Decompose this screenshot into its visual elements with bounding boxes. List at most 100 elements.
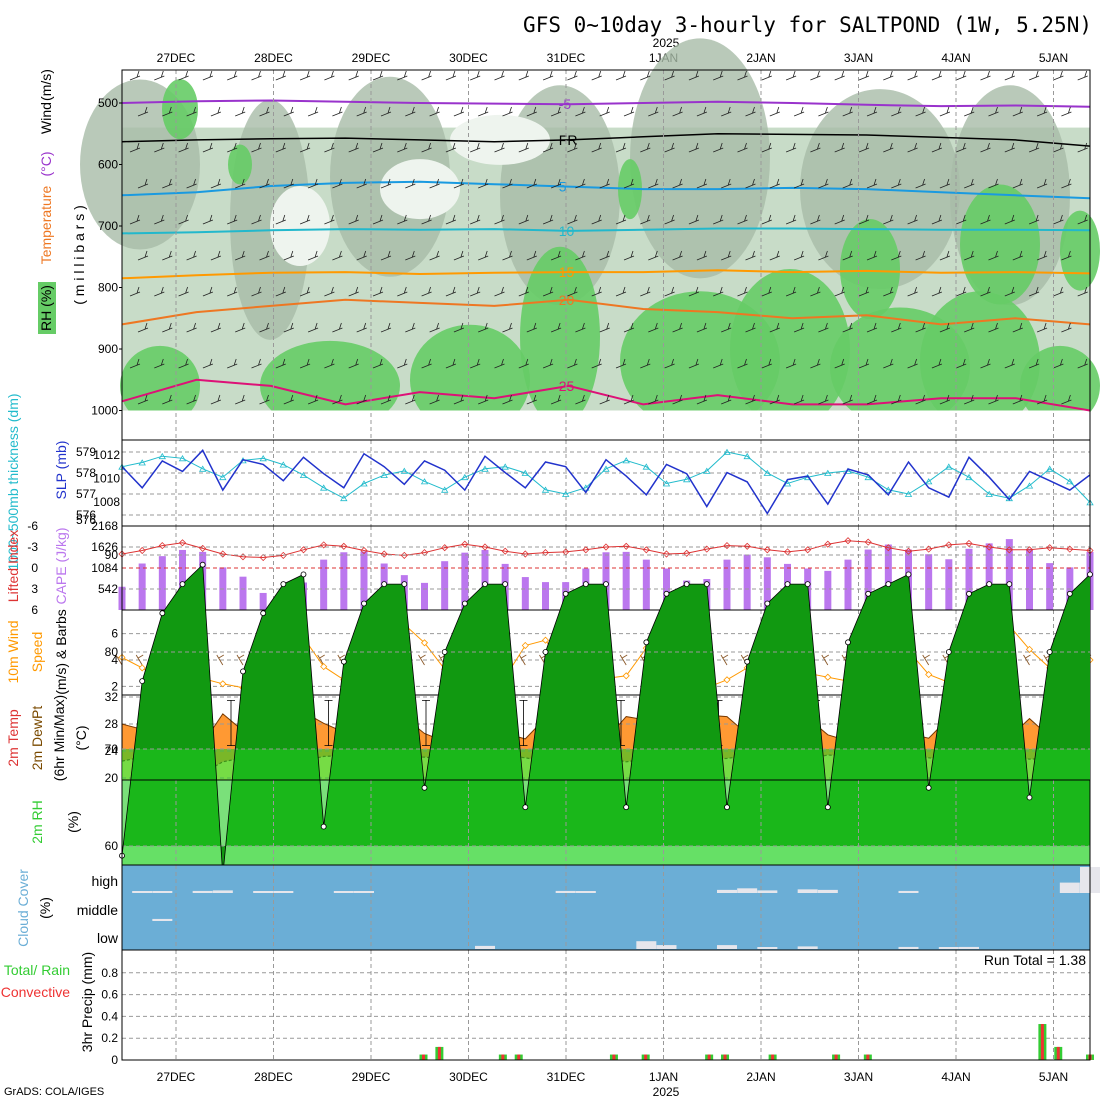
- rh-point: [945, 649, 952, 655]
- wind-barb: [210, 106, 222, 117]
- precip-convective-bar: [437, 1046, 441, 1060]
- wind-barb: [518, 214, 529, 225]
- temperature-unit-label: (°C): [38, 151, 54, 176]
- precip-convective-bar: [866, 1054, 870, 1060]
- wind-barb: [348, 286, 359, 297]
- wind-barb: [518, 358, 529, 369]
- thickness-point: [501, 463, 509, 470]
- li-point: [541, 549, 550, 557]
- precip-convective-bar: [612, 1054, 616, 1060]
- wind-barb: [526, 250, 537, 261]
- wind-barb: [299, 358, 311, 369]
- rh-point: [381, 581, 388, 587]
- rh-point: [260, 610, 267, 617]
- wind-barb: [275, 70, 286, 81]
- millibars-axis-label: ( m i l l i b a r s ): [71, 205, 87, 305]
- cape-bar: [602, 552, 610, 610]
- isotherm-line: [121, 378, 1091, 412]
- wind-barb: [324, 70, 335, 81]
- wind-barb: [785, 286, 797, 297]
- temp-axis-label-1: 2m Temp: [5, 709, 21, 767]
- wind-barb: [235, 394, 246, 405]
- wind-barb: [769, 322, 780, 333]
- cloud-axis-label-1: Cloud Cover: [15, 869, 31, 947]
- wind-barb: [1061, 394, 1072, 405]
- credit-label: GrADS: COLA/IGES: [4, 1086, 104, 1098]
- thickness-point: [763, 469, 772, 476]
- rh-axis-label-1: 2m RH: [29, 800, 45, 844]
- wind-barb: [1053, 286, 1064, 297]
- wind-barb: [713, 358, 724, 369]
- cloud-high-bar: [152, 891, 173, 893]
- slp-tick-label: 1010: [93, 471, 120, 485]
- wind-barb: [964, 106, 975, 117]
- thickness-point: [1045, 465, 1054, 472]
- wind-barb: [348, 358, 359, 369]
- rh-point: [885, 581, 892, 587]
- rh-point: [986, 581, 993, 587]
- surface-wind-barb: [821, 654, 830, 666]
- li-point: [360, 546, 368, 555]
- rh-70-region: [630, 38, 770, 279]
- wind-barb: [737, 286, 748, 297]
- li-point: [662, 550, 671, 558]
- wind-axis-label-2: Speed: [29, 632, 45, 672]
- cloud-high-bar: [797, 889, 818, 893]
- wind-barb: [307, 394, 319, 405]
- wind-barb: [883, 286, 894, 297]
- precip-tick-label: 0.4: [101, 1009, 118, 1023]
- li-point: [461, 540, 469, 548]
- rh-90-region: [228, 144, 252, 185]
- wind-barb: [1004, 142, 1015, 153]
- rh-point: [280, 581, 287, 587]
- precip-frame: [121, 949, 1091, 1061]
- thickness-point: [662, 480, 671, 487]
- rh-point: [643, 639, 650, 646]
- cloud-low-bar: [636, 941, 657, 949]
- li-tick-label: -3: [27, 540, 38, 554]
- cloud-low-bar: [898, 946, 919, 949]
- date-label-bottom: 1JAN: [649, 1070, 678, 1084]
- cape-bar: [179, 549, 186, 610]
- li-point: [158, 542, 166, 550]
- wind-barb: [397, 358, 408, 369]
- wind-barb: [372, 286, 384, 297]
- wind-barb: [235, 322, 246, 333]
- cloud-high-bar: [273, 891, 294, 893]
- wind-barb: [769, 106, 780, 117]
- wind-barb: [405, 322, 416, 333]
- cloud-high-bar: [717, 889, 737, 893]
- surface-wind-barb: [216, 654, 225, 666]
- thickness-point: [440, 486, 449, 493]
- wind-barb: [470, 358, 481, 369]
- wind-barb: [478, 178, 489, 189]
- rh-point: [744, 658, 751, 665]
- wind-barb: [907, 70, 918, 81]
- wind-barb: [964, 178, 975, 189]
- wind-barb: [915, 322, 926, 333]
- thickness-point: [582, 484, 590, 491]
- wind-barb: [591, 70, 602, 81]
- wind-barb: [883, 358, 894, 369]
- wind-barb: [980, 142, 991, 153]
- wind-barb: [793, 106, 805, 117]
- thickness-point: [380, 471, 388, 478]
- run-total-label: Run Total = 1.38: [984, 952, 1086, 968]
- wind-tick-label: 2: [111, 679, 118, 693]
- surface-wind-barb: [236, 654, 245, 666]
- wind-barb: [1077, 70, 1088, 81]
- wind-barb: [526, 394, 537, 405]
- date-label-bottom: 5JAN: [1039, 1070, 1068, 1084]
- wind-barb: [542, 358, 554, 369]
- isotherm-line: [121, 133, 1091, 147]
- wind-barb: [283, 250, 294, 261]
- wind-barb: [834, 214, 845, 225]
- thickness-tick-label: 577: [76, 487, 96, 501]
- wind-barb: [842, 250, 853, 261]
- wind-barb: [186, 106, 197, 117]
- cape-bar: [824, 570, 832, 610]
- wind-barb: [818, 178, 829, 189]
- wind-barb: [883, 142, 894, 153]
- rh-point: [502, 581, 509, 587]
- precip-tick-label: 0.8: [101, 966, 118, 980]
